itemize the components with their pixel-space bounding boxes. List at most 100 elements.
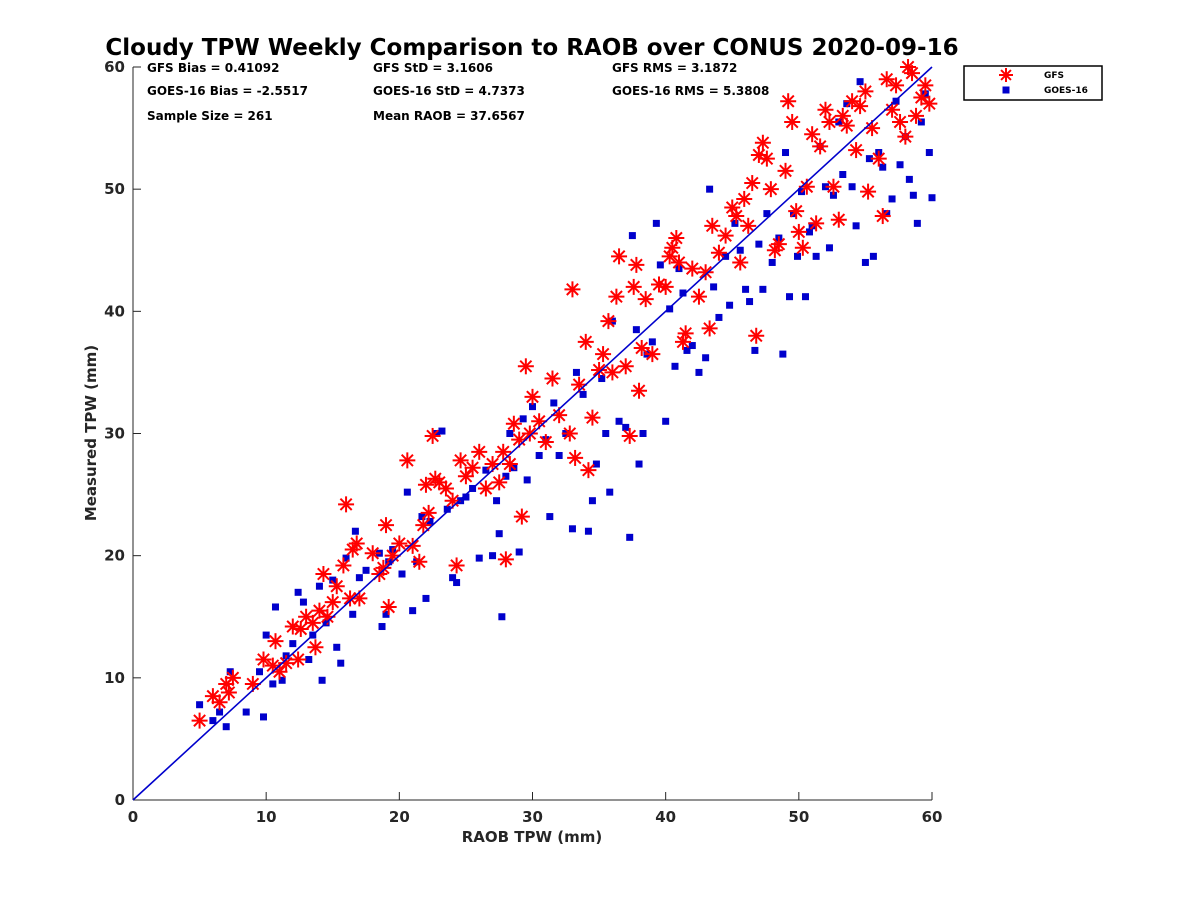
goes16-point — [550, 399, 558, 407]
goes16-point — [706, 185, 714, 193]
goes16-point — [635, 460, 643, 468]
goes16-point — [572, 368, 580, 376]
goes16-point — [294, 588, 302, 596]
gfs-point — [404, 537, 421, 554]
x-tick-label: 50 — [788, 808, 809, 826]
goes16-point — [852, 222, 860, 230]
gfs-point — [740, 217, 757, 234]
gfs-point — [521, 425, 538, 442]
goes16-point — [626, 533, 634, 541]
gfs-point — [477, 480, 494, 497]
goes16-point — [515, 548, 523, 556]
gfs-point — [211, 694, 228, 711]
gfs-point — [892, 113, 909, 130]
stat-goes-std: GOES-16 StD = 4.7373 — [373, 84, 525, 98]
gfs-point — [544, 370, 561, 387]
legend-marker-goes16 — [1002, 86, 1010, 94]
gfs-point — [513, 508, 530, 525]
gfs-point — [497, 551, 514, 568]
gfs-point — [348, 535, 365, 552]
x-tick-label: 30 — [522, 808, 543, 826]
gfs-point — [617, 358, 634, 375]
gfs-point — [399, 452, 416, 469]
gfs-point — [324, 594, 341, 611]
goes16-point — [710, 283, 718, 291]
goes16-point — [606, 488, 614, 496]
gfs-point — [457, 468, 474, 485]
y-tick-label: 20 — [104, 547, 125, 565]
gfs-point — [338, 496, 355, 513]
goes16-point — [666, 305, 674, 313]
goes16-point — [256, 668, 264, 676]
goes16-point — [222, 723, 230, 731]
series-goes16 — [196, 78, 936, 731]
gfs-point — [677, 325, 694, 342]
goes16-point — [403, 488, 411, 496]
gfs-point — [784, 113, 801, 130]
gfs-point — [577, 333, 594, 350]
goes16-point — [848, 183, 856, 191]
gfs-point — [888, 77, 905, 94]
goes16-point — [671, 362, 679, 370]
gfs-point — [495, 443, 512, 460]
goes16-point — [928, 194, 936, 202]
gfs-point — [817, 101, 834, 118]
legend-box — [963, 65, 1103, 101]
goes16-point — [506, 430, 514, 437]
goes16-point — [305, 656, 313, 664]
gfs-point — [437, 480, 454, 497]
legend-marker-gfs — [999, 68, 1013, 82]
goes16-point — [805, 228, 813, 236]
goes16-point — [683, 346, 691, 354]
gfs-point — [661, 248, 678, 265]
gfs-point — [668, 230, 685, 247]
goes16-point — [502, 472, 510, 480]
gfs-point — [378, 517, 395, 534]
goes16-point — [746, 298, 754, 306]
gfs-point — [770, 236, 787, 253]
gfs-point — [220, 684, 237, 701]
goes16-point — [337, 659, 345, 667]
one-to-one-line — [132, 66, 933, 801]
gfs-point — [271, 663, 288, 680]
goes16-point — [865, 155, 873, 163]
gfs-point — [580, 462, 597, 479]
goes16-point — [794, 252, 802, 260]
gfs-point — [255, 651, 272, 668]
gfs-point — [670, 254, 687, 271]
goes16-point — [449, 574, 457, 582]
gfs-point — [690, 288, 707, 305]
gfs-point — [384, 547, 401, 564]
goes16-point — [598, 375, 606, 383]
goes16-point — [498, 613, 506, 621]
goes16-point — [342, 554, 350, 562]
gfs-point — [591, 361, 608, 378]
goes16-point — [349, 610, 357, 618]
goes16-point — [495, 530, 503, 538]
goes16-point — [763, 210, 771, 218]
gfs-point — [794, 239, 811, 256]
goes16-point — [695, 368, 703, 376]
gfs-point — [732, 254, 749, 271]
gfs-point — [717, 227, 734, 244]
goes16-point — [289, 640, 297, 648]
gfs-point — [604, 364, 621, 381]
goes16-point — [318, 676, 326, 684]
gfs-point — [364, 545, 381, 562]
gfs-point — [701, 320, 718, 337]
goes16-point — [755, 240, 763, 248]
goes16-point — [888, 195, 896, 203]
goes16-point — [333, 643, 341, 651]
gfs-point — [517, 358, 534, 375]
gfs-point — [621, 427, 638, 444]
goes16-point — [453, 579, 461, 587]
gfs-point — [531, 413, 548, 430]
gfs-point — [464, 459, 481, 476]
gfs-point — [921, 95, 938, 112]
x-tick-label: 0 — [128, 808, 138, 826]
gfs-point — [564, 281, 581, 298]
goes16-point — [278, 676, 286, 684]
gfs-point — [857, 83, 874, 100]
